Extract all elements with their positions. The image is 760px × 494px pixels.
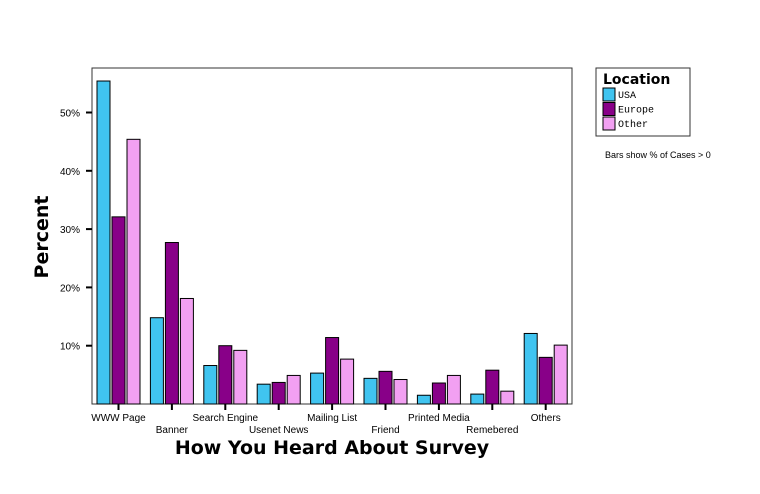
x-tick-label: Friend: [371, 425, 399, 436]
x-tick-label: Others: [531, 413, 561, 424]
y-tick-label: 30%: [60, 225, 80, 236]
bar-europe: [271, 381, 286, 405]
bar-usa: [470, 393, 485, 405]
legend: Location USA Europe Other: [595, 67, 691, 137]
bar-other: [446, 374, 461, 405]
x-tick-label: Printed Media: [408, 413, 470, 424]
y-tick-label: 50%: [60, 109, 80, 120]
y-tick-label: 10%: [60, 342, 80, 353]
x-axis-label: How You Heard About Survey: [175, 437, 490, 459]
bar-usa: [203, 365, 218, 405]
bars-group: [96, 80, 568, 405]
bar-other: [233, 349, 248, 405]
bar-other: [393, 379, 408, 405]
bar-usa: [310, 372, 325, 405]
bar-europe: [164, 242, 179, 405]
legend-label-other: Other: [618, 119, 648, 131]
x-tick-label: Mailing List: [307, 413, 357, 424]
bar-europe: [485, 369, 500, 405]
legend-label-europe: Europe: [618, 106, 654, 117]
x-tick-label: Usenet News: [249, 425, 308, 436]
y-tick-label: 20%: [60, 283, 80, 294]
legend-title: Location: [603, 72, 670, 88]
bar-europe: [538, 356, 553, 405]
bar-usa: [523, 332, 538, 405]
bar-usa: [416, 394, 431, 405]
bar-other: [286, 374, 301, 405]
bar-other: [553, 344, 568, 405]
bar-usa: [256, 383, 271, 405]
legend-swatch-other: [602, 116, 616, 131]
x-tick-label: Banner: [156, 425, 189, 436]
y-axis-label: Percent: [31, 196, 53, 279]
bar-europe: [218, 345, 233, 405]
bar-europe: [431, 382, 446, 405]
x-tick-label: Remebered: [466, 425, 518, 436]
legend-label-usa: USA: [618, 91, 636, 102]
y-axis: 10% 20% 30% 40% 50%: [60, 109, 92, 353]
x-tick-label: WWW Page: [91, 413, 146, 424]
bar-other: [126, 138, 141, 405]
bar-europe: [378, 370, 393, 405]
bar-usa: [149, 317, 164, 405]
y-tick-label: 40%: [60, 167, 80, 178]
bar-usa: [96, 80, 111, 405]
bar-other: [179, 297, 194, 405]
bar-europe: [111, 216, 126, 405]
legend-swatch-usa: [602, 87, 616, 102]
bar-other: [500, 390, 515, 405]
bar-europe: [325, 337, 340, 405]
x-tick-label: Search Engine: [192, 413, 258, 424]
legend-swatch-europe: [602, 102, 616, 116]
bar-other: [340, 358, 355, 405]
chart-annotation: Bars show % of Cases > 0: [605, 150, 711, 160]
bar-usa: [363, 377, 378, 405]
